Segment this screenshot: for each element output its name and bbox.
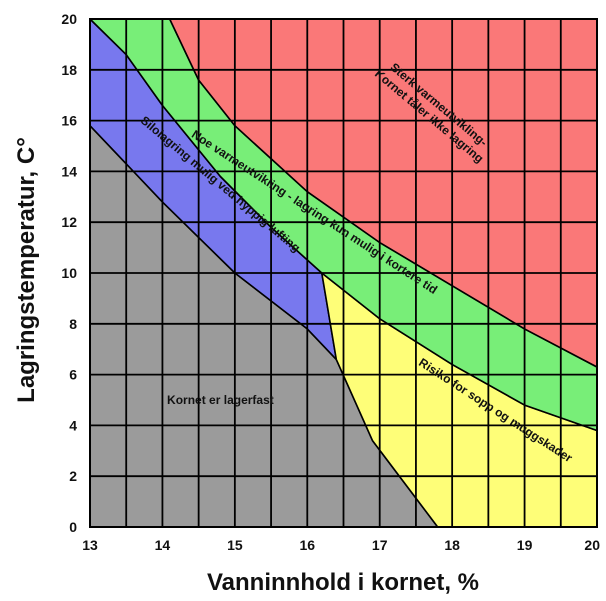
x-tick-label: 18 <box>444 537 460 553</box>
x-tick-label: 13 <box>82 537 98 553</box>
plot-border <box>89 18 598 528</box>
y-tick-label: 20 <box>61 11 77 27</box>
grid <box>89 18 598 528</box>
regions <box>89 18 598 528</box>
y-tick-label: 14 <box>61 163 77 179</box>
x-axis-ticks: 13 14 15 16 17 18 19 20 <box>82 537 600 553</box>
y-tick-label: 4 <box>69 417 77 433</box>
y-tick-label: 6 <box>69 367 77 383</box>
y-tick-label: 8 <box>69 316 77 332</box>
y-tick-label: 2 <box>69 468 77 484</box>
region-label-0: Kornet er lagerfast <box>167 393 274 407</box>
x-tick-label: 19 <box>517 537 533 553</box>
y-tick-label: 10 <box>61 265 77 281</box>
y-axis-title: Lagringstemperatur, C° <box>13 137 40 403</box>
x-tick-label: 17 <box>372 537 388 553</box>
y-tick-label: 16 <box>61 113 77 129</box>
x-axis-title: Vanninnhold i kornet, % <box>207 569 479 596</box>
y-tick-label: 12 <box>61 214 77 230</box>
y-axis-ticks: 0 2 4 6 8 10 12 14 16 18 20 <box>61 11 77 535</box>
x-tick-label: 16 <box>299 537 315 553</box>
x-tick-label: 15 <box>227 537 243 553</box>
y-tick-label: 18 <box>61 62 77 78</box>
x-tick-label: 20 <box>584 537 600 553</box>
y-tick-label: 0 <box>69 519 77 535</box>
x-tick-label: 14 <box>155 537 171 553</box>
